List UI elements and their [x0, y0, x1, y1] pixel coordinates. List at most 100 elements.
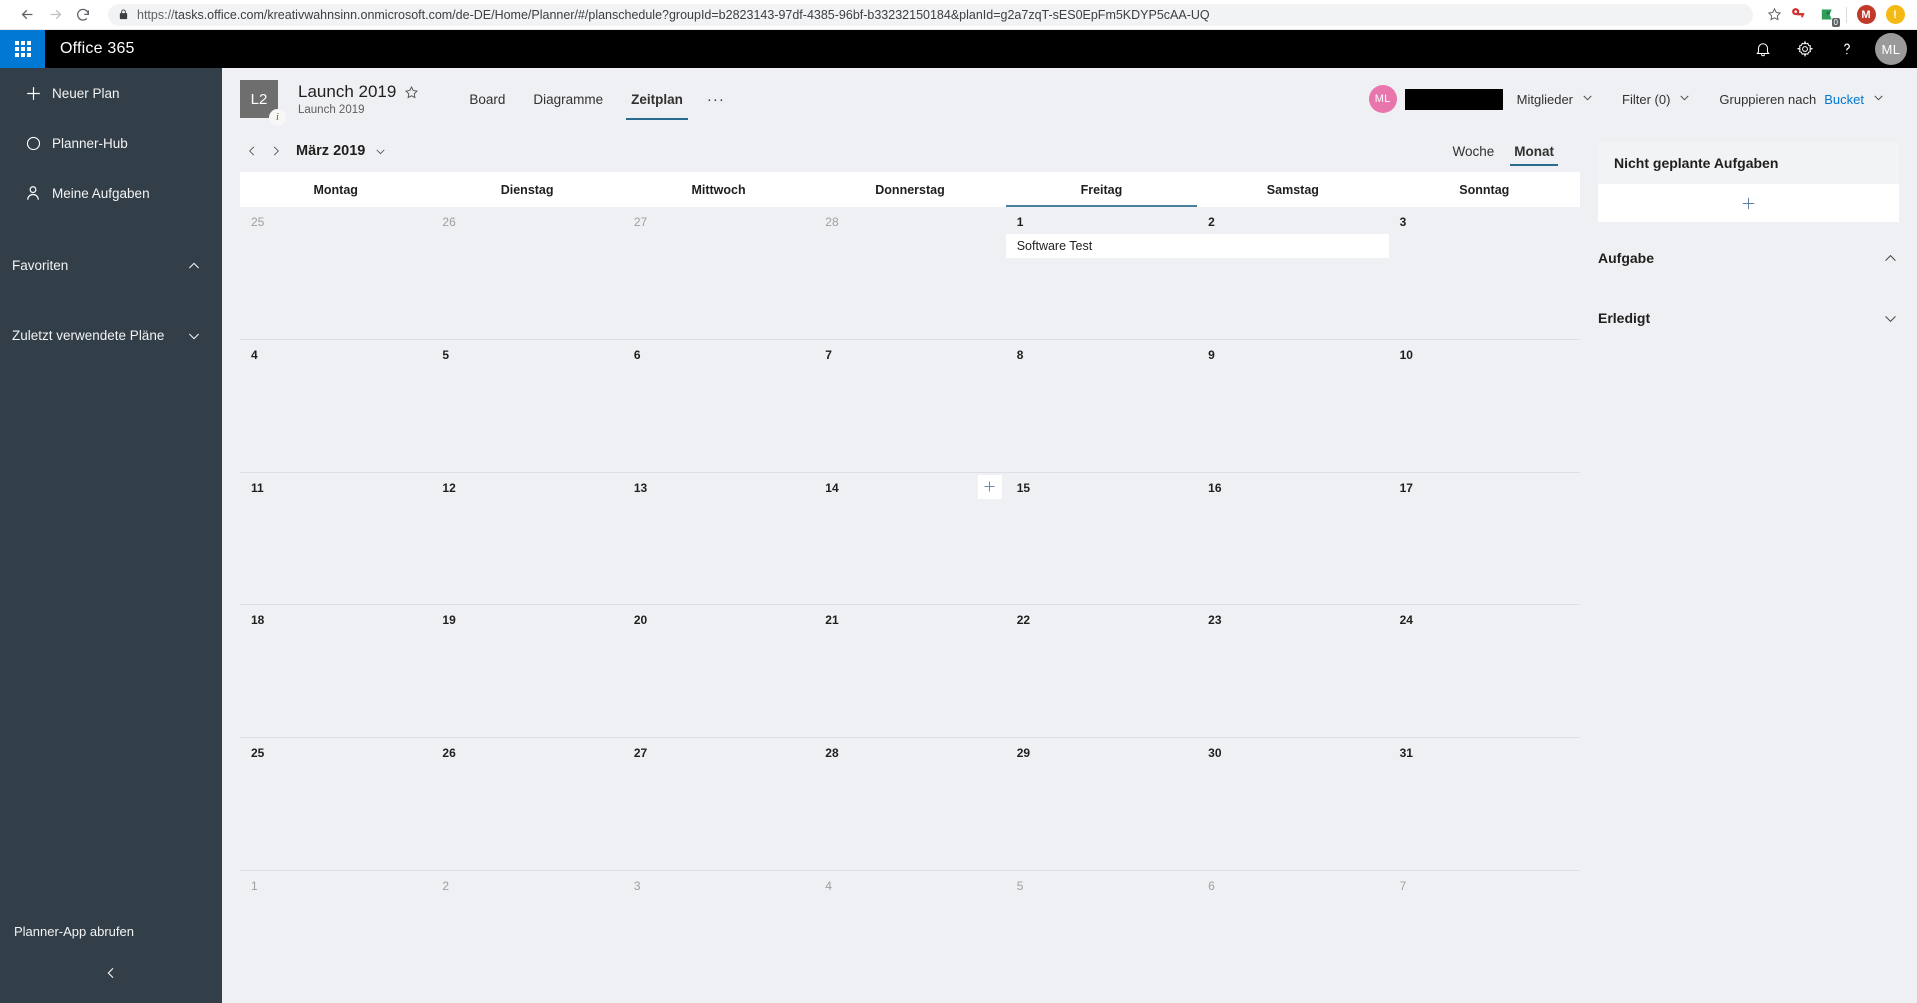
calendar-day-cell[interactable]: 16	[1197, 473, 1388, 605]
calendar-day-cell[interactable]: 1	[1006, 207, 1197, 339]
calendar-day-cell[interactable]: 15	[1006, 473, 1197, 605]
view-monat[interactable]: Monat	[1504, 136, 1564, 166]
calendar-day-cell[interactable]: 19	[431, 605, 622, 737]
plan-info-icon[interactable]: i	[269, 109, 286, 126]
schedule-task[interactable]: Software Test	[1005, 234, 1389, 258]
calendar-day-cell[interactable]: 20	[623, 605, 814, 737]
chevron-down-icon	[1872, 91, 1885, 107]
plan-tabs: Board Diagramme Zeitplan ···	[455, 68, 735, 130]
chevron-up-icon[interactable]	[186, 258, 202, 274]
calendar-day-cell[interactable]: 26	[431, 738, 622, 870]
bucket-aufgabe[interactable]: Aufgabe	[1598, 222, 1899, 280]
calendar-day-cell[interactable]: 2	[431, 871, 622, 1003]
calendar-day-cell[interactable]: 1	[240, 871, 431, 1003]
calendar-day-cell[interactable]: 27	[623, 738, 814, 870]
tab-zeitplan[interactable]: Zeitplan	[617, 68, 697, 130]
calendar-day-cell[interactable]: 2	[1197, 207, 1388, 339]
calendar-day-cell[interactable]: 7	[1389, 871, 1580, 1003]
adblock-extension-icon[interactable]: 0	[1817, 5, 1840, 27]
group-by-dropdown[interactable]: Gruppieren nach Bucket	[1705, 84, 1899, 114]
calendar-day-cell[interactable]: 4	[814, 871, 1005, 1003]
calendar-day-number: 2	[1208, 215, 1215, 229]
ellipsis-icon[interactable]: ···	[706, 90, 725, 108]
sidebar-item-meine-aufgaben[interactable]: Meine Aufgaben	[0, 168, 222, 218]
current-period[interactable]: März 2019	[296, 143, 387, 159]
calendar-day-cell[interactable]: 3	[1389, 207, 1580, 339]
question-mark-icon[interactable]	[1827, 30, 1867, 68]
calendar-day-cell[interactable]: 31	[1389, 738, 1580, 870]
app-launcher-waffle-icon[interactable]	[0, 30, 45, 68]
calendar-day-cell[interactable]: 12	[431, 473, 622, 605]
chevron-down-icon	[1581, 91, 1594, 107]
sidebar-section-zuletzt-verwendete-plaene[interactable]: Zuletzt verwendete Pläne	[0, 313, 222, 358]
prev-month-button[interactable]	[240, 136, 264, 166]
tab-board[interactable]: Board	[469, 91, 506, 107]
sidebar-item-neuer-plan[interactable]: Neuer Plan	[0, 68, 222, 118]
calendar-day-cell[interactable]: 9	[1197, 340, 1388, 472]
calendar-day-cell[interactable]: 26	[431, 207, 622, 339]
gear-icon[interactable]	[1785, 30, 1825, 68]
bucket-erledigt[interactable]: Erledigt	[1598, 282, 1899, 340]
star-outline-icon[interactable]	[404, 85, 419, 100]
calendar-day-cell[interactable]: 4	[240, 340, 431, 472]
back-arrow-icon[interactable]	[14, 2, 40, 28]
calendar-day-cell[interactable]: 8	[1006, 340, 1197, 472]
calendar-day-cell[interactable]: 10	[1389, 340, 1580, 472]
chevron-up-icon[interactable]	[1882, 250, 1899, 267]
tab-diagramme[interactable]: Diagramme	[533, 91, 604, 107]
get-planner-app-link[interactable]: Planner-App abrufen	[14, 923, 134, 939]
calendar-day-cell[interactable]: 27	[623, 207, 814, 339]
calendar-day-cell[interactable]: 24	[1389, 605, 1580, 737]
bell-icon[interactable]	[1743, 30, 1783, 68]
calendar-day-cell[interactable]: 28	[814, 207, 1005, 339]
chevron-down-icon[interactable]	[374, 145, 387, 158]
update-alert-icon[interactable]: !	[1885, 5, 1905, 25]
lastpass-extension-icon[interactable]	[1788, 5, 1808, 25]
suite-title[interactable]: Office 365	[60, 40, 135, 57]
calendar-day-cell[interactable]: 28	[814, 738, 1005, 870]
calendar-day-cell[interactable]: 29	[1006, 738, 1197, 870]
calendar-day-number: 22	[1016, 613, 1031, 628]
calendar-day-cell[interactable]: 14	[814, 473, 1005, 605]
members-dropdown[interactable]: Mitglieder	[1503, 84, 1608, 114]
calendar-day-cell[interactable]: 23	[1197, 605, 1388, 737]
dow-samstag: Samstag	[1266, 182, 1319, 197]
calendar-day-cell[interactable]: 25	[240, 738, 431, 870]
calendar-day-cell[interactable]: 6	[623, 340, 814, 472]
calendar-day-cell[interactable]: 6	[1197, 871, 1388, 1003]
unplanned-title: Nicht geplante Aufgaben	[1614, 155, 1779, 171]
filter-dropdown[interactable]: Filter (0)	[1608, 84, 1705, 114]
add-unplanned-task-button[interactable]	[1598, 184, 1899, 222]
view-woche[interactable]: Woche	[1452, 143, 1495, 159]
calendar-day-cell[interactable]: 5	[431, 340, 622, 472]
plan-badge[interactable]: L2 i	[240, 80, 286, 126]
group-by-value: Bucket	[1824, 91, 1864, 107]
calendar-day-cell[interactable]: 30	[1197, 738, 1388, 870]
sidebar-item-planner-hub[interactable]: Planner-Hub	[0, 118, 222, 168]
schedule-area: März 2019 Woche Monat Montag Dienstag Mi…	[222, 130, 1917, 1003]
profile-m-icon[interactable]: M	[1856, 5, 1876, 25]
dow-donnerstag: Donnerstag	[875, 182, 945, 197]
calendar-day-cell[interactable]: 18	[240, 605, 431, 737]
filter-label: Filter (0)	[1622, 91, 1671, 107]
bookmark-star-icon[interactable]	[1767, 7, 1782, 22]
calendar-day-cell[interactable]: 13	[623, 473, 814, 605]
reload-icon[interactable]	[70, 2, 96, 28]
member-avatar[interactable]: ML	[1368, 85, 1397, 113]
sidebar-section-favoriten[interactable]: Favoriten	[0, 243, 222, 288]
collapse-sidebar-button[interactable]	[0, 951, 222, 995]
calendar-day-cell[interactable]: 7	[814, 340, 1005, 472]
calendar-day-cell[interactable]: 21	[814, 605, 1005, 737]
calendar-day-cell[interactable]: 5	[1006, 871, 1197, 1003]
calendar-day-cell[interactable]: 11	[240, 473, 431, 605]
chevron-down-icon[interactable]	[186, 328, 202, 344]
calendar-day-cell[interactable]: 22	[1006, 605, 1197, 737]
chevron-down-icon[interactable]	[1882, 310, 1899, 327]
add-task-hover-button[interactable]	[977, 474, 1002, 499]
calendar-day-cell[interactable]: 17	[1389, 473, 1580, 605]
calendar-day-cell[interactable]: 25	[240, 207, 431, 339]
next-month-button[interactable]	[264, 136, 288, 166]
avatar[interactable]: ML	[1875, 33, 1907, 65]
address-bar[interactable]: https://tasks.office.com/kreativwahnsinn…	[108, 3, 1753, 26]
calendar-day-cell[interactable]: 3	[623, 871, 814, 1003]
